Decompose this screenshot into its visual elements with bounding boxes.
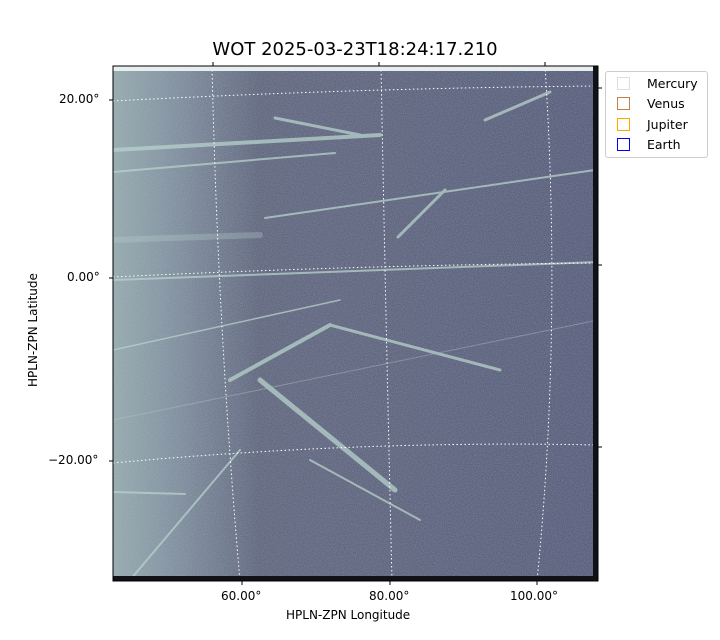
legend-label: Jupiter <box>647 116 688 132</box>
y-tick-label: −20.00° <box>48 453 99 467</box>
axes-frame <box>112 65 599 582</box>
venus-swatch <box>617 96 630 110</box>
y-tick-label: 20.00° <box>59 92 100 106</box>
streaks <box>113 90 598 581</box>
x-tick-label: 80.00° <box>369 589 410 603</box>
x-tick-label: 60.00° <box>221 589 262 603</box>
legend-item-mercury: Mercury <box>617 75 698 91</box>
x-tick-label: 100.00° <box>510 589 558 603</box>
x-axis-label: HPLN-ZPN Longitude <box>286 608 411 622</box>
earth-swatch <box>617 137 630 151</box>
legend: Mercury Venus Jupiter Earth <box>605 71 708 158</box>
legend-item-venus: Venus <box>617 95 685 111</box>
mercury-swatch <box>617 76 630 90</box>
legend-label: Earth <box>647 136 681 152</box>
y-tick-label: 0.00° <box>67 270 100 284</box>
coordinate-grid <box>113 66 598 581</box>
legend-label: Venus <box>647 95 685 111</box>
legend-item-earth: Earth <box>617 136 681 152</box>
tick-marks <box>109 62 602 585</box>
solar-image <box>113 66 598 581</box>
jupiter-swatch <box>617 117 630 131</box>
chart-title: WOT 2025-03-23T18:24:17.210 <box>212 39 498 60</box>
y-axis-label: HPLN-ZPN Latitude <box>26 273 40 387</box>
legend-item-jupiter: Jupiter <box>617 116 688 132</box>
legend-label: Mercury <box>647 75 698 91</box>
